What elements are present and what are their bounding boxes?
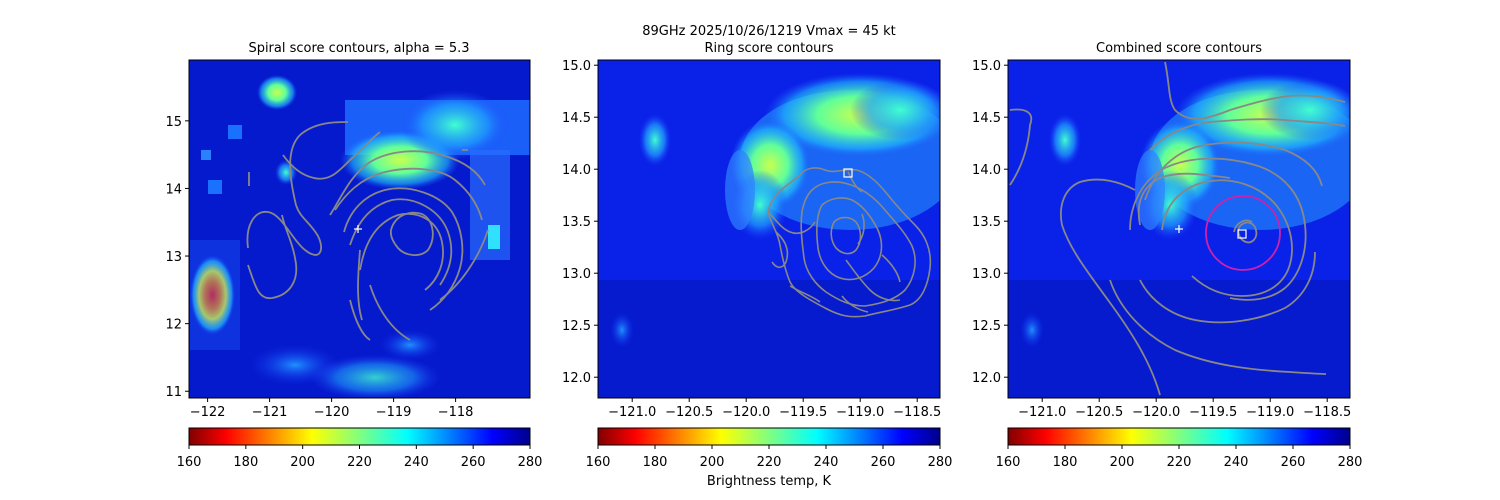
colorbar-tick-label: 240: [404, 455, 429, 470]
ticks-ring: −121.0 −120.5 −120.0 −119.5 −119.0 −118.5 12.0…: [562, 59, 941, 420]
x-tick-label: −119.0: [1246, 405, 1294, 420]
colorbar-tick-label: 180: [643, 455, 668, 470]
panel-title-ring: Ring score contours: [704, 41, 833, 56]
x-tick-label: −121: [252, 405, 288, 420]
heatmap-spiral: [189, 60, 530, 398]
colorbar-3: 160 180 200 220 240 260 280: [996, 427, 1363, 470]
y-tick-label: 15.0: [972, 59, 1001, 74]
x-tick-label: −122: [190, 405, 226, 420]
colorbar-2: 160 180 200 220 240 260 280 Brightness temp, K: [586, 427, 953, 489]
x-tick-label: −119.5: [779, 405, 827, 420]
colorbar-tick-label: 240: [814, 455, 839, 470]
axes-frame-combined: [1007, 59, 1351, 399]
colorbar-3-ticks: 160 180 200 220 240 260 280: [996, 445, 1363, 470]
y-tick-label: 14: [165, 182, 182, 197]
ring-contours: [767, 167, 932, 318]
colorbar-tick-label: 260: [461, 455, 486, 470]
colorbar-tick-label: 280: [518, 455, 543, 470]
y-tick-label: 12.5: [562, 319, 591, 334]
y-tick-label: 12.0: [562, 371, 591, 386]
y-tick-label: 12.0: [972, 371, 1001, 386]
y-tick-label: 14.0: [972, 163, 1001, 178]
y-tick-label: 14.5: [972, 111, 1001, 126]
ticks-spiral: −122 −121 −120 −119 −118 11 12 13 14 15: [165, 115, 473, 420]
x-tick-label: −121.0: [608, 405, 656, 420]
y-tick-label: 14.0: [562, 163, 591, 178]
x-tick-label: −120.0: [1132, 405, 1180, 420]
colorbar-tick-label: 280: [928, 455, 953, 470]
colorbar-tick-label: 220: [757, 455, 782, 470]
colorbar-label: Brightness temp, K: [707, 474, 832, 489]
colorbar-tick-label: 200: [700, 455, 725, 470]
x-tick-label: −119.0: [836, 405, 884, 420]
colorbar-tick-label: 220: [347, 455, 372, 470]
ticks-combined: −121.0 −120.5 −120.0 −119.5 −119.0 −118.5 12.0…: [972, 59, 1351, 420]
panel-ring: Ring score contours: [562, 41, 941, 420]
x-tick-label: −120.0: [722, 405, 770, 420]
x-tick-label: −119.5: [1189, 405, 1237, 420]
figure-suptitle: 89GHz 2025/10/26/1219 Vmax = 45 kt: [642, 24, 896, 39]
radius-circle: [1205, 195, 1281, 271]
x-tick-label: −118.5: [1303, 405, 1351, 420]
marker-first-guess-spiral: [354, 225, 362, 233]
x-tick-label: −118: [438, 405, 474, 420]
heatmap-ring: [598, 60, 940, 398]
colorbar-1-ticks: 160 180 200 220 240 260 280: [177, 445, 543, 470]
y-tick-label: 13.5: [972, 215, 1001, 230]
x-tick-label: −121.0: [1018, 405, 1066, 420]
x-tick-label: −120.5: [1075, 405, 1123, 420]
x-tick-label: −118.5: [893, 405, 941, 420]
y-tick-label: 15: [165, 115, 182, 130]
colorbar-tick-label: 160: [996, 455, 1021, 470]
y-tick-label: 13.0: [972, 267, 1001, 282]
x-tick-label: −119: [376, 405, 412, 420]
x-tick-label: −120: [314, 405, 350, 420]
colorbar-tick-label: 200: [290, 455, 315, 470]
x-tick-label: −120.5: [665, 405, 713, 420]
combined-contours: [1009, 61, 1346, 396]
axes-frame-spiral: [188, 59, 531, 399]
colorbar-tick-label: 240: [1224, 455, 1249, 470]
marker-combined-center: [1237, 229, 1247, 239]
y-tick-label: 15.0: [562, 59, 591, 74]
colorbar-tick-label: 260: [1281, 455, 1306, 470]
colorbar-tick-label: 260: [871, 455, 896, 470]
colorbar-2-ticks: 160 180 200 220 240 260 280: [586, 445, 953, 470]
marker-ring-center: [843, 168, 853, 178]
colorbar-tick-label: 220: [1167, 455, 1192, 470]
y-tick-label: 12.5: [972, 319, 1001, 334]
colorbar-tick-label: 200: [1110, 455, 1135, 470]
colorbar-tick-label: 180: [233, 455, 258, 470]
colorbar-tick-label: 160: [177, 455, 202, 470]
colorbar-tick-label: 180: [1053, 455, 1078, 470]
panel-title-combined: Combined score contours: [1096, 41, 1262, 56]
y-tick-label: 13.0: [562, 267, 591, 282]
y-tick-label: 12: [165, 318, 182, 333]
axes-frame-ring: [597, 59, 941, 399]
panel-combined: Combined score contours: [972, 41, 1351, 420]
panel-spiral: Spiral score contours, alpha = 5.3: [165, 41, 531, 420]
panel-title-spiral: Spiral score contours, alpha = 5.3: [248, 41, 469, 56]
spiral-contours: [246, 121, 489, 341]
marker-first-guess-combined: [1175, 225, 1183, 233]
colorbar-tick-label: 160: [586, 455, 611, 470]
heatmap-combined: [1008, 60, 1350, 398]
y-tick-label: 13.5: [562, 215, 591, 230]
colorbar-tick-label: 280: [1338, 455, 1363, 470]
y-tick-label: 13: [165, 250, 182, 265]
y-tick-label: 14.5: [562, 111, 591, 126]
y-tick-label: 11: [165, 385, 182, 400]
colorbar-1: 160 180 200 220 240 260 280: [177, 427, 543, 470]
